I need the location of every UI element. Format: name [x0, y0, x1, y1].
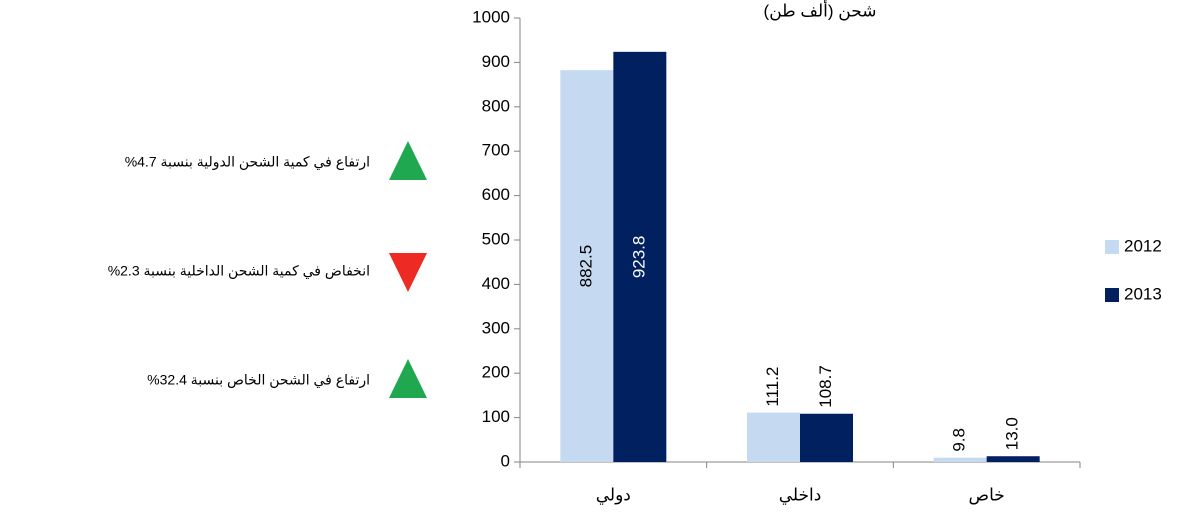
- value-label: 108.7: [816, 365, 835, 408]
- bar: [986, 456, 1040, 462]
- y-tick-label: 400: [482, 274, 510, 293]
- annotation: ارتفاع في كمية الشحن الدولية بنسبة 4.7%: [125, 154, 370, 171]
- bar: [800, 413, 853, 462]
- trend-arrow: [389, 253, 427, 292]
- legend-label: 2012: [1124, 236, 1162, 255]
- annotation: ارتفاع في الشحن الخاص بنسبة 32.4%: [147, 372, 370, 389]
- x-tick-label: خاص: [969, 485, 1005, 504]
- trend-arrow: [389, 141, 427, 180]
- chart-title: شحن (ألف طن): [764, 0, 877, 20]
- y-tick-label: 600: [482, 185, 510, 204]
- y-tick-label: 200: [482, 363, 510, 382]
- value-label: 882.5: [576, 245, 595, 288]
- value-label: 9.8: [950, 428, 969, 452]
- legend-swatch: [1105, 240, 1119, 254]
- legend-label: 2013: [1124, 284, 1162, 303]
- y-tick-label: 800: [482, 96, 510, 115]
- y-tick-label: 300: [482, 318, 510, 337]
- bar: [613, 51, 667, 463]
- y-tick-label: 500: [482, 229, 510, 248]
- legend-swatch: [1105, 288, 1119, 302]
- value-label: 13.0: [1003, 417, 1022, 450]
- value-label: 923.8: [629, 236, 648, 279]
- trend-arrow: [389, 359, 427, 398]
- bar: [560, 70, 614, 463]
- x-tick-label: دولي: [596, 485, 631, 505]
- annotation: انخفاض في كمية الشحن الداخلية بنسبة 2.3%: [108, 263, 370, 280]
- y-tick-label: 900: [482, 52, 510, 71]
- x-tick-label: داخلي: [779, 485, 822, 505]
- bar: [933, 457, 987, 462]
- value-label: 111.2: [763, 367, 782, 407]
- y-tick-label: 0: [501, 451, 510, 470]
- y-tick-label: 100: [482, 407, 510, 426]
- y-tick-label: 700: [482, 141, 510, 160]
- bar: [747, 412, 800, 462]
- y-tick-label: 1000: [472, 7, 510, 26]
